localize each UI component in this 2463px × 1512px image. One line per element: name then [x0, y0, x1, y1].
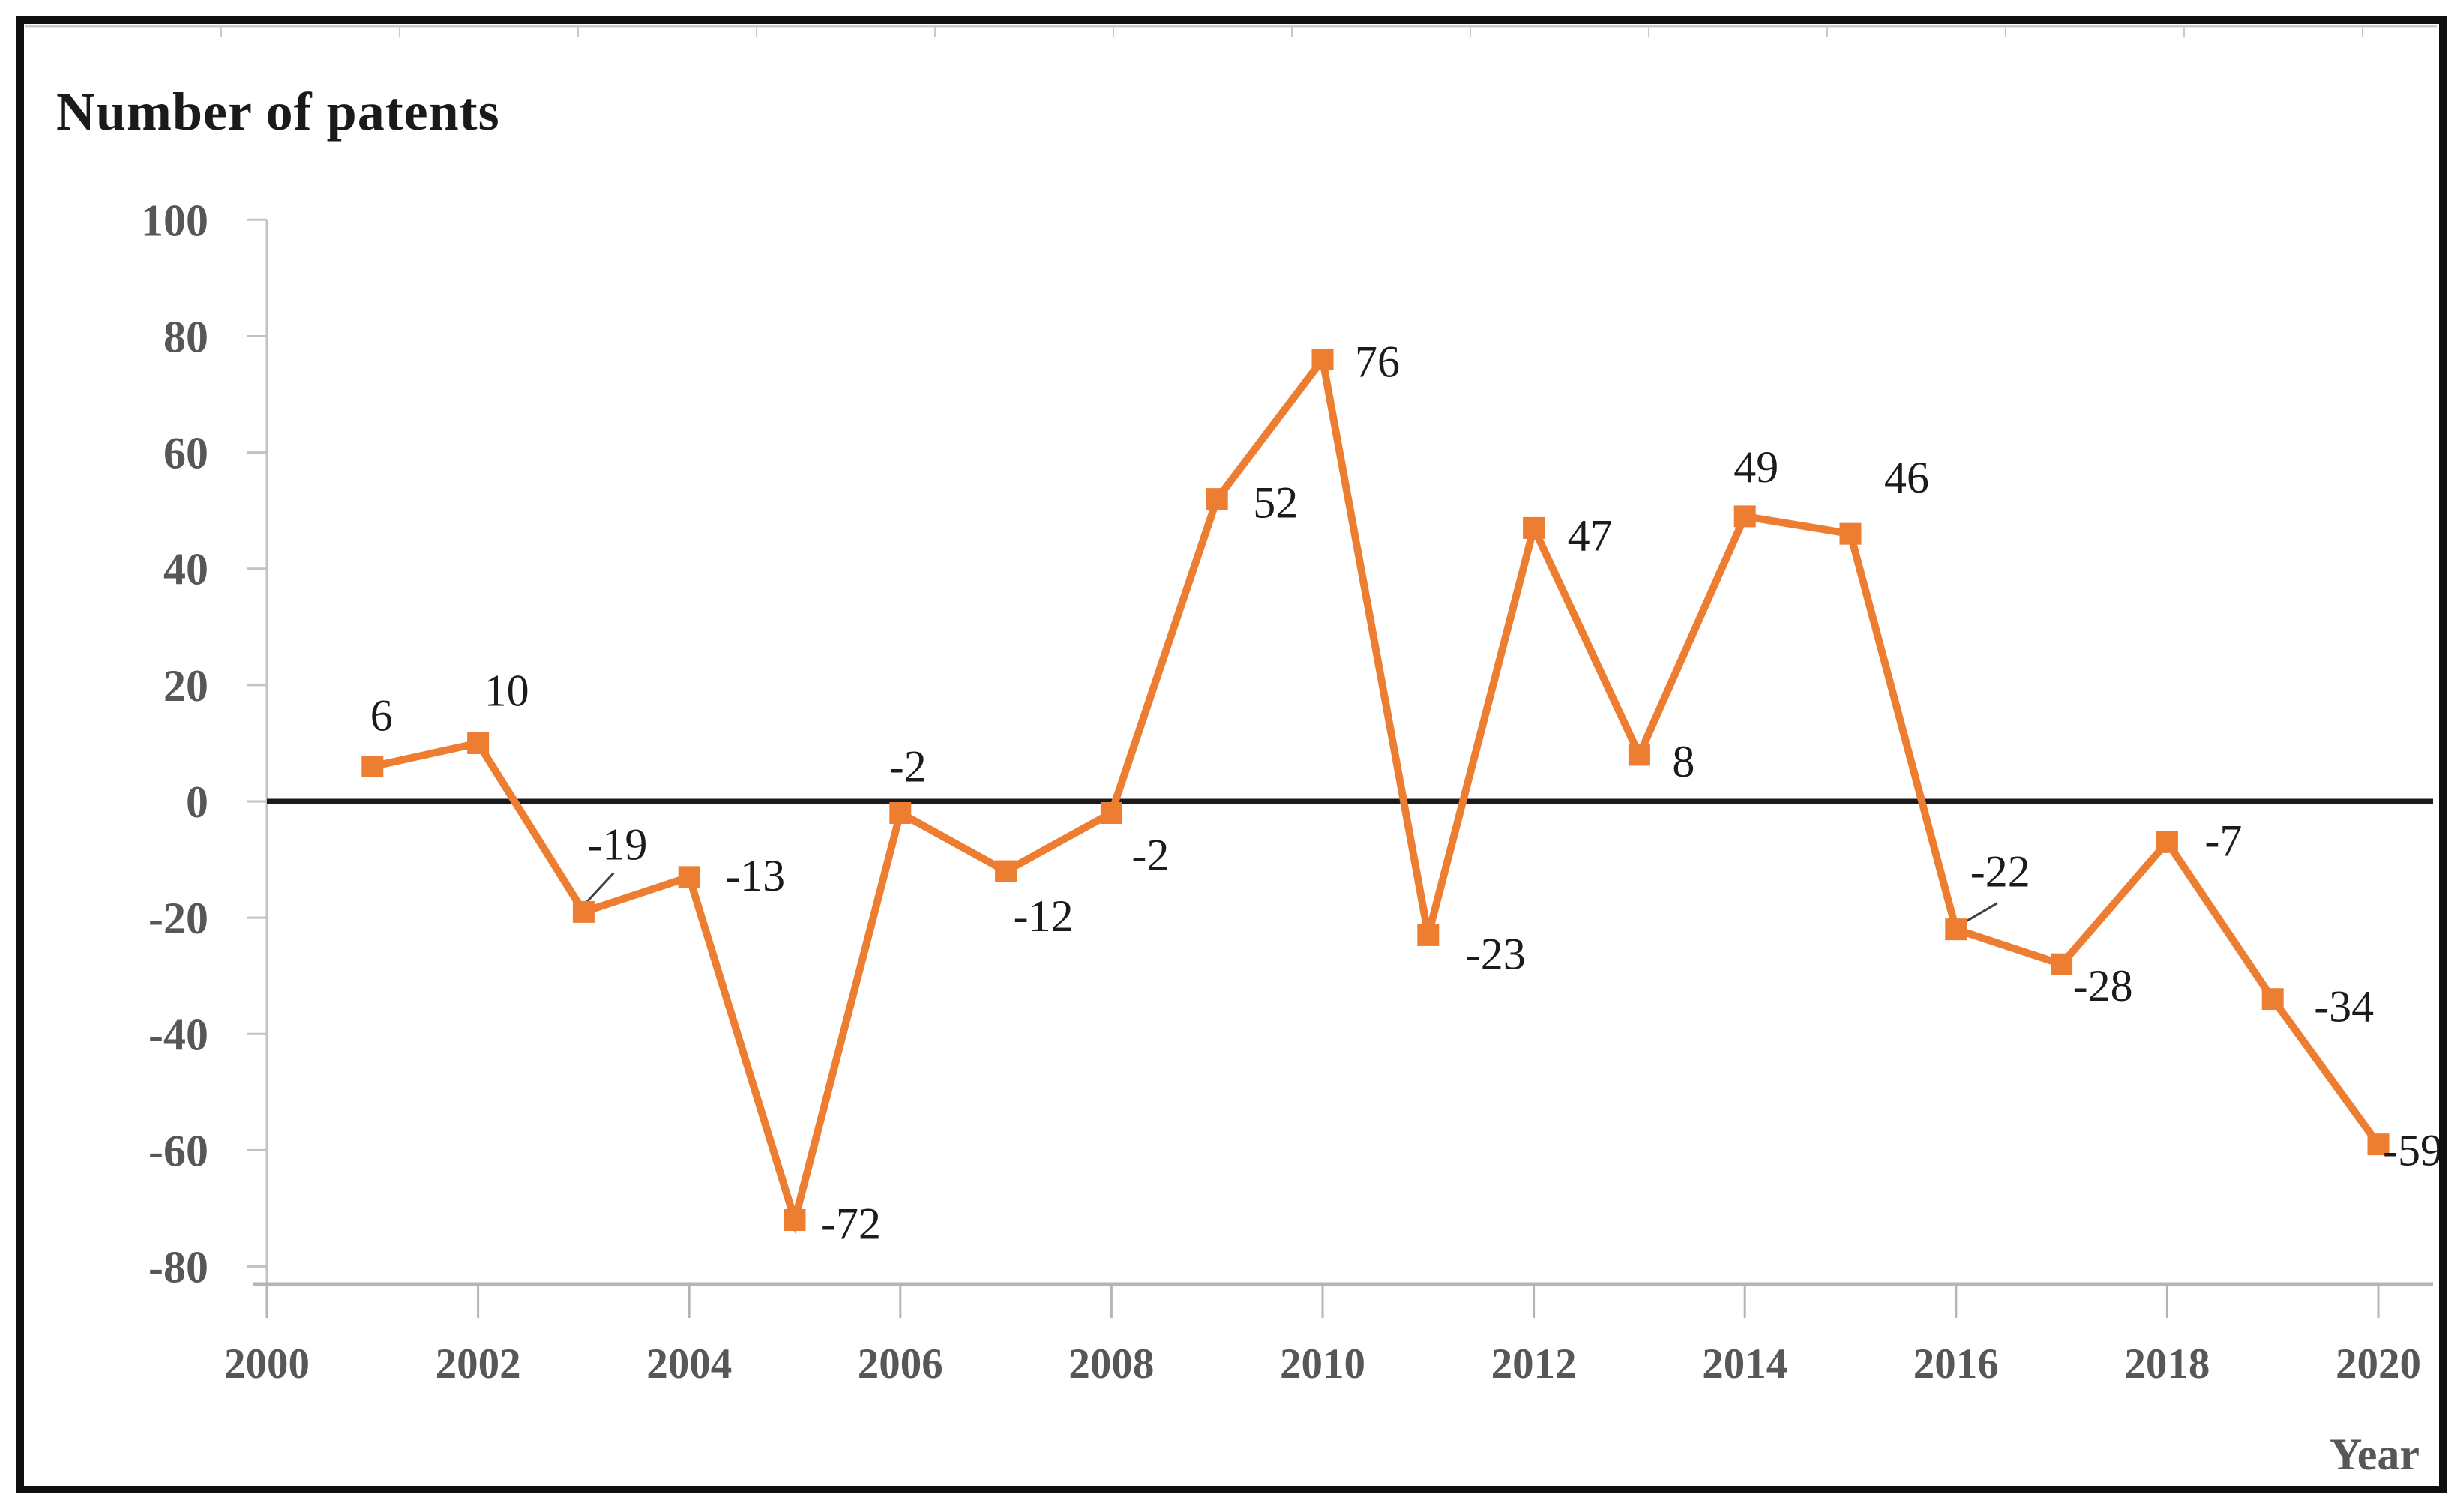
y-tick-label: 60 — [163, 429, 208, 478]
data-point-label: -12 — [1014, 891, 1074, 941]
data-point-marker — [1100, 802, 1122, 825]
x-tick-label: 2006 — [858, 1340, 943, 1388]
data-point-label: -59 — [2383, 1126, 2443, 1175]
data-point-label: 46 — [1884, 453, 1929, 502]
x-tick-label: 2000 — [224, 1340, 310, 1388]
x-tick-label: 2004 — [646, 1340, 732, 1388]
data-point-marker — [1523, 516, 1545, 539]
y-tick-label: 80 — [163, 312, 208, 361]
y-tick-label: 100 — [141, 196, 208, 245]
data-point-marker — [1839, 522, 1862, 545]
y-tick-label: -40 — [148, 1010, 208, 1059]
x-tick-label: 2008 — [1068, 1340, 1154, 1388]
x-tick-label: 2016 — [1913, 1340, 1999, 1388]
data-point-label: 76 — [1355, 337, 1400, 386]
x-tick-label: 2002 — [436, 1340, 521, 1388]
data-point-marker — [2261, 988, 2284, 1010]
x-tick-label: 2014 — [1702, 1340, 1787, 1388]
x-axis-title: Year — [2330, 1430, 2420, 1479]
data-point-marker — [1945, 918, 1967, 941]
data-point-marker — [572, 900, 595, 923]
data-point-marker — [889, 802, 912, 825]
label-leader-line — [585, 872, 615, 904]
data-point-marker — [995, 860, 1017, 882]
data-point-label: -34 — [2314, 982, 2374, 1031]
data-point-marker — [2367, 1133, 2390, 1156]
data-point-marker — [784, 1209, 806, 1232]
data-point-label: 47 — [1568, 510, 1613, 560]
chart-title: Number of patents — [56, 82, 500, 142]
data-point-label: -28 — [2073, 961, 2133, 1010]
data-point-marker — [1733, 505, 1756, 528]
data-point-marker — [2156, 831, 2178, 853]
data-point-label: -2 — [889, 742, 927, 792]
data-point-label: -72 — [821, 1199, 881, 1249]
data-point-label: 52 — [1253, 478, 1298, 528]
y-tick-label: -80 — [148, 1243, 208, 1292]
x-tick-label: 2012 — [1491, 1340, 1577, 1388]
data-point-label: -19 — [587, 819, 647, 869]
data-point-marker — [467, 732, 490, 754]
data-point-label: 6 — [370, 690, 393, 740]
data-point-marker — [361, 755, 384, 777]
data-point-label: 10 — [484, 666, 529, 715]
x-tick-label: 2018 — [2124, 1340, 2210, 1388]
y-tick-label: 20 — [163, 661, 208, 711]
data-point-label: -23 — [1466, 929, 1526, 978]
data-point-marker — [1311, 348, 1334, 370]
y-tick-label: 0 — [186, 777, 208, 827]
data-point-label: -2 — [1131, 831, 1169, 880]
x-tick-label: 2010 — [1280, 1340, 1365, 1388]
data-point-marker — [678, 866, 700, 888]
x-tick-label: 2020 — [2336, 1340, 2421, 1388]
data-point-marker — [1417, 924, 1440, 946]
data-point-label: -7 — [2204, 816, 2242, 865]
data-point-marker — [1206, 488, 1228, 510]
data-point-label: -13 — [725, 851, 785, 900]
y-tick-label: 40 — [163, 545, 208, 594]
data-point-label: 8 — [1672, 737, 1694, 786]
y-tick-label: -60 — [148, 1126, 208, 1175]
data-point-label: -22 — [1970, 847, 2030, 897]
y-tick-label: -20 — [148, 894, 208, 943]
data-point-marker — [2051, 953, 2073, 975]
series-line — [371, 350, 2382, 1234]
data-point-label: 49 — [1733, 442, 1778, 492]
data-point-marker — [1628, 744, 1650, 766]
